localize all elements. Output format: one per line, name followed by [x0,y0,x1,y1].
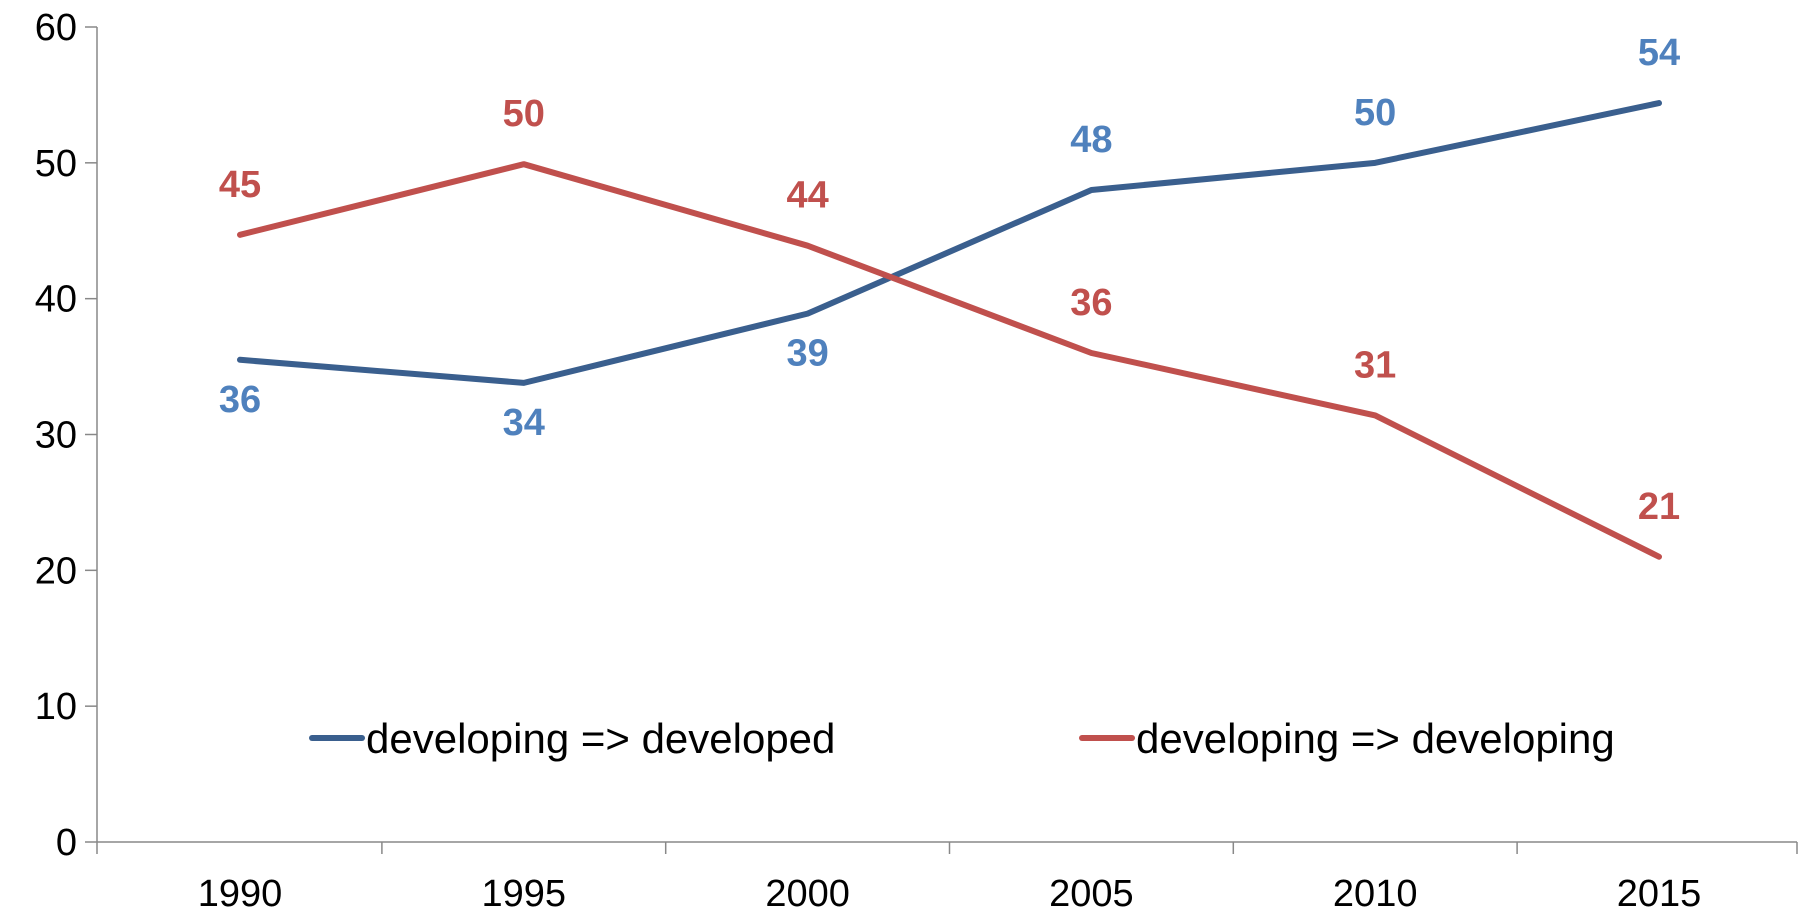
data-label: 54 [1638,32,1680,74]
y-ticks: 0 10 20 30 40 50 60 [35,7,97,864]
series-line-developing-developed [237,100,1662,386]
data-label: 36 [219,379,261,421]
y-tick-label: 50 [35,143,77,185]
x-ticks: 1990 1995 2000 2005 2010 2015 [96,842,1798,912]
x-tick-label: 1995 [482,873,567,912]
data-label: 36 [1070,282,1112,324]
data-label: 50 [503,93,545,135]
data-label: 21 [1638,486,1680,528]
data-labels: 36 34 39 48 50 54 45 50 44 36 31 21 [219,32,1680,528]
x-tick-label: 1990 [198,873,283,912]
data-label: 48 [1070,119,1112,161]
legend: developing => developed developing => de… [309,715,1615,762]
series-lines [237,100,1662,560]
y-tick-label: 60 [35,7,77,49]
y-tick-label: 20 [35,550,77,592]
data-label: 34 [503,402,545,444]
y-tick-label: 10 [35,686,77,728]
legend-label-developing-developed: developing => developed [366,715,835,762]
legend-label-developing-developing: developing => developing [1136,715,1615,762]
data-label: 31 [1354,344,1396,386]
x-tick-label: 2005 [1049,873,1134,912]
data-label: 50 [1354,92,1396,134]
data-label: 39 [786,333,828,375]
y-tick-label: 40 [35,279,77,321]
y-tick-label: 0 [56,822,77,864]
x-tick-label: 2000 [765,873,850,912]
data-label: 45 [219,164,261,206]
series-line-developing-developing [237,161,1662,560]
x-tick-label: 2015 [1617,873,1702,912]
y-tick-label: 30 [35,415,77,457]
x-tick-label: 2010 [1333,873,1418,912]
data-label: 44 [786,175,828,217]
